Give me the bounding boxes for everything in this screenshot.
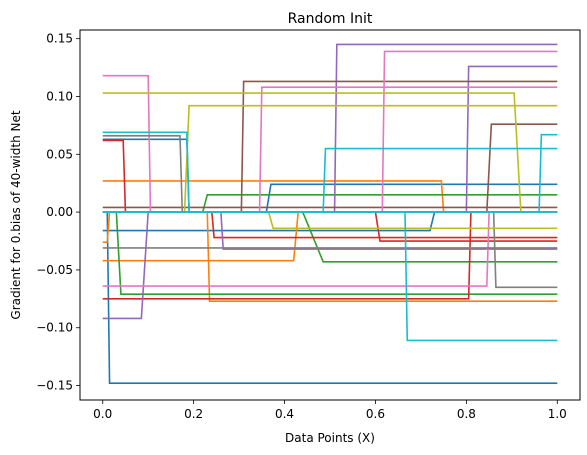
plot-frame: [79, 29, 581, 401]
x-tick-label: 0.6: [366, 407, 385, 421]
y-tick-label: 0.10: [46, 89, 73, 103]
y-axis-label: Gradient for 0.bias of 40-width Net: [9, 110, 23, 319]
chart-title: Random Init: [288, 11, 373, 27]
series-line-36: [102, 133, 558, 213]
series-layer: [102, 43, 558, 385]
y-tick-label: 0.00: [46, 205, 73, 219]
y-tick-label: 0.15: [46, 32, 73, 46]
y-axis: −0.15 −0.10 −0.05 0.00 0.05 0.10 0.15: [36, 32, 80, 393]
x-axis-label: Data Points (X): [285, 431, 375, 445]
y-tick-label: 0.05: [46, 147, 73, 161]
x-tick-label: 1.0: [548, 407, 567, 421]
x-tick-label: 0.0: [93, 407, 112, 421]
plot-background: [80, 30, 580, 400]
y-tick-label: −0.10: [36, 321, 73, 335]
plot-area: [79, 29, 581, 401]
y-tick-label: −0.05: [36, 263, 73, 277]
x-axis: 0.0 0.2 0.4 0.6 0.8 1.0: [93, 400, 567, 421]
y-tick-label: −0.15: [36, 379, 73, 393]
x-tick-label: 0.2: [184, 407, 203, 421]
x-tick-label: 0.4: [275, 407, 294, 421]
x-tick-label: 0.8: [457, 407, 476, 421]
